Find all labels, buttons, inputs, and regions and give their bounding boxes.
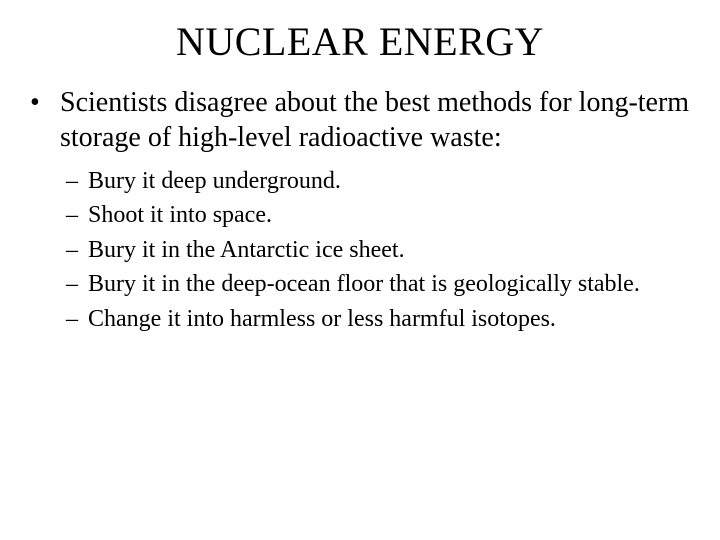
sub-item-text: Bury it in the Antarctic ice sheet. [88,234,698,266]
dash-icon: – [66,303,88,335]
list-item: – Bury it deep underground. [66,165,698,197]
dash-icon: – [66,199,88,231]
main-bullet: • Scientists disagree about the best met… [30,85,698,155]
main-bullet-text: Scientists disagree about the best metho… [60,85,698,155]
dash-icon: – [66,268,88,300]
dash-icon: – [66,234,88,266]
sub-item-text: Bury it in the deep-ocean floor that is … [88,268,698,300]
sub-item-text: Bury it deep underground. [88,165,698,197]
sub-item-text: Change it into harmless or less harmful … [88,303,698,335]
slide-title: NUCLEAR ENERGY [22,18,698,65]
list-item: – Bury it in the Antarctic ice sheet. [66,234,698,266]
bullet-dot-icon: • [30,85,60,155]
list-item: – Shoot it into space. [66,199,698,231]
dash-icon: – [66,165,88,197]
sub-bullet-list: – Bury it deep underground. – Shoot it i… [66,165,698,335]
list-item: – Bury it in the deep-ocean floor that i… [66,268,698,300]
list-item: – Change it into harmless or less harmfu… [66,303,698,335]
sub-item-text: Shoot it into space. [88,199,698,231]
